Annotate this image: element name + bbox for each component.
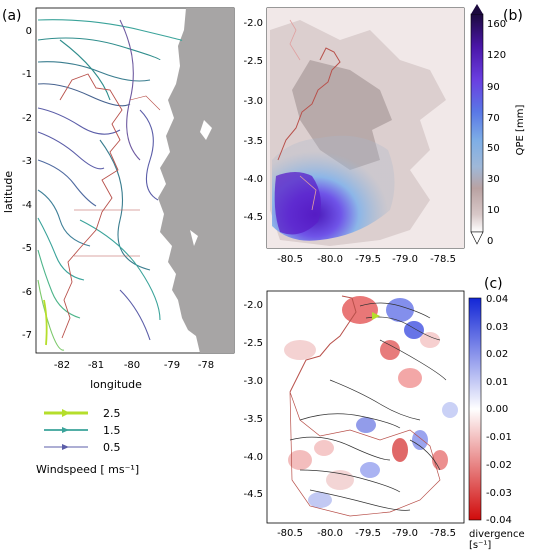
panel-a-y-tick: -4: [22, 200, 32, 211]
panel-c-y-tick: -2.5: [243, 338, 263, 349]
qpe-colorbar-label: QPE [mm]: [515, 105, 526, 156]
panel-b-border: [289, 19, 317, 211]
panel-a-y-tick: -2: [22, 113, 32, 124]
panel-a-y-tick: -6: [22, 287, 32, 298]
panel-a-legend: 2.5 1.5 0.5 Windspeed [ ms⁻¹]: [36, 407, 139, 476]
panel-a-y-tick: -1: [22, 69, 32, 80]
div-tick: 0.03: [486, 322, 508, 333]
panel-b: -80.5 -80.0 -79.5 -79.0 -78.5 -2.0 -2.5 …: [243, 4, 526, 265]
panel-a-x-tick: -79: [164, 360, 180, 371]
div-tick: -0.02: [486, 460, 512, 471]
panel-c-x-ticks: -80.5 -80.0 -79.5 -79.0 -78.5: [277, 528, 456, 539]
panel-c-y-tick: -3.0: [243, 376, 263, 387]
qpe-tick: 120: [487, 50, 506, 61]
panel-a-y-tick: -5: [22, 243, 32, 254]
panel-b-y-tick: -3.0: [243, 96, 263, 107]
div-colorbar-label: divergence: [469, 529, 525, 540]
div-colorbar-unit: [s⁻¹]: [469, 540, 491, 550]
qpe-tick: 50: [487, 143, 500, 154]
panel-b-rain-max: [274, 172, 321, 235]
div-tick: 0.01: [486, 377, 508, 388]
panel-b-y-tick: -4.0: [243, 174, 263, 185]
div-tick: 0.04: [486, 294, 508, 305]
panel-c-frame: [266, 290, 465, 524]
legend-label: 0.5: [103, 441, 121, 454]
panel-a-x-ticks: -82 -81 -80 -79 -78: [54, 360, 214, 371]
panel-b-y-tick: -2.0: [243, 18, 263, 29]
panel-c-x-tick: -80.5: [277, 528, 303, 539]
panel-c-coast: [289, 295, 357, 393]
panel-a-y-ticks: 0 -1 -2 -3 -4 -5 -6 -7: [22, 26, 32, 341]
colorbar-bottom-arrow: [470, 231, 484, 245]
panel-a-streamlines: [37, 19, 183, 351]
legend-arrow-icon: [62, 427, 69, 433]
qpe-tick: 160: [487, 19, 506, 30]
panel-c-x-tick: -79.5: [355, 528, 381, 539]
panel-a-x-tick: -81: [88, 360, 104, 371]
panel-b-letter: (b): [503, 8, 523, 24]
panel-b-y-ticks: -2.0 -2.5 -3.0 -3.5 -4.0 -4.5: [243, 18, 263, 223]
panel-c: -80.5 -80.0 -79.5 -79.0 -78.5 -2.0 -2.5 …: [243, 276, 525, 551]
panel-c-colorbar: 0.04 0.03 0.02 0.01 0.00 -0.01 -0.02 -0.…: [468, 294, 525, 551]
panel-c-y-tick: -4.0: [243, 452, 263, 463]
panel-b-x-tick: -79.5: [355, 254, 381, 265]
panel-c-y-tick: -4.5: [243, 489, 263, 500]
qpe-tick: 70: [487, 113, 500, 124]
panel-a-xlabel: longitude: [90, 378, 142, 391]
panel-c-y-tick: -3.5: [243, 414, 263, 425]
panel-c-x-tick: -80.0: [317, 528, 343, 539]
qpe-tick: 90: [487, 82, 500, 93]
panel-a-x-tick: -78: [198, 360, 214, 371]
panel-a-land-gaps: [190, 120, 212, 246]
panel-a-border: [59, 73, 123, 339]
divergence-colorbar: [468, 297, 482, 521]
legend-arrow-icon: [62, 444, 69, 450]
panel-b-y-tick: -4.5: [243, 212, 263, 223]
div-tick: -0.01: [486, 432, 512, 443]
panel-b-y-tick: -2.5: [243, 56, 263, 67]
panel-a-x-tick: -80: [124, 360, 140, 371]
panel-b-y-tick: -3.5: [243, 136, 263, 147]
panel-c-streamlines: [289, 302, 447, 511]
panel-c-arrow-icon: [372, 312, 380, 320]
div-tick: 0.00: [486, 404, 508, 415]
panel-b-x-tick: -78.5: [430, 254, 456, 265]
legend-label: 1.5: [103, 424, 121, 437]
qpe-tick: 10: [487, 205, 500, 216]
div-tick: 0.02: [486, 349, 508, 360]
panel-c-x-tick: -78.5: [430, 528, 456, 539]
panel-c-basin-outline: [289, 391, 441, 517]
panel-a: (a): [2, 7, 235, 476]
panel-c-y-ticks: -2.0 -2.5 -3.0 -3.5 -4.0 -4.5: [243, 300, 263, 500]
qpe-tick: 0: [487, 236, 493, 247]
panel-a-y-tick: -7: [22, 330, 32, 341]
panel-b-x-tick: -79.0: [392, 254, 418, 265]
panel-c-y-tick: -2.0: [243, 300, 263, 311]
panel-a-x-tick: -82: [54, 360, 70, 371]
panel-b-x-tick: -80.5: [277, 254, 303, 265]
qpe-tick: 30: [487, 174, 500, 185]
legend-arrow-icon: [62, 409, 70, 417]
legend-label: 2.5: [103, 407, 121, 420]
panel-b-coast: [277, 47, 341, 161]
div-tick: -0.04: [486, 515, 512, 526]
div-tick: -0.03: [486, 488, 512, 499]
panel-c-divergence-field: [284, 296, 458, 508]
panel-b-x-ticks: -80.5 -80.0 -79.5 -79.0 -78.5: [277, 254, 456, 265]
panel-a-letter: (a): [2, 8, 22, 24]
panel-a-y-tick: 0: [26, 26, 32, 37]
panel-a-land: [158, 8, 234, 353]
legend-title: Windspeed [ ms⁻¹]: [36, 463, 139, 476]
panel-c-letter: (c): [484, 276, 503, 292]
panel-c-x-tick: -79.0: [392, 528, 418, 539]
panel-a-y-tick: -3: [22, 156, 32, 167]
panel-a-ylabel: latitude: [2, 171, 15, 213]
colorbar-top-arrow: [471, 4, 483, 14]
panel-b-colorbar: 160 120 90 70 50 30 10 0 QPE [mm]: [470, 4, 526, 247]
panel-a-subdomain: [74, 95, 161, 257]
panel-b-x-tick: -80.0: [317, 254, 343, 265]
qpe-colorbar: [470, 13, 484, 233]
